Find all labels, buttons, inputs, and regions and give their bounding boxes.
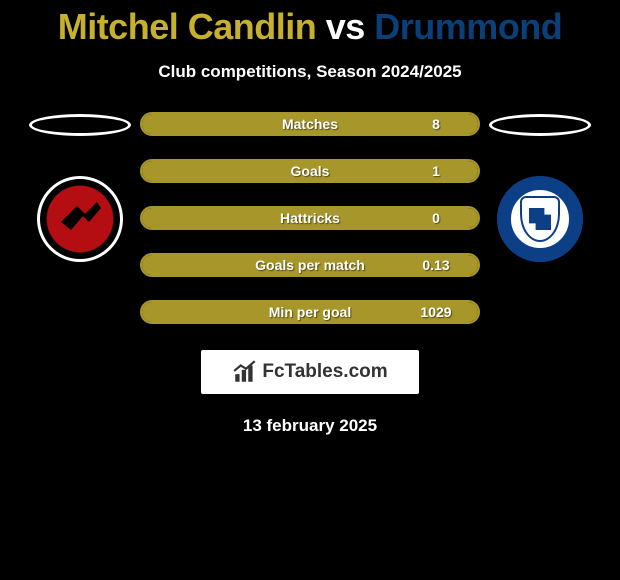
- page-title: Mitchel Candlin vs Drummond: [0, 0, 620, 48]
- stat-bar: Goals1: [140, 159, 480, 183]
- stat-bar: Matches8: [140, 112, 480, 136]
- badge-text: FcTables.com: [262, 361, 387, 383]
- fctables-badge: FcTables.com: [201, 350, 419, 394]
- stat-right-value: 0: [394, 210, 478, 226]
- stat-bar: Hattricks0: [140, 206, 480, 230]
- right-side: [480, 112, 600, 262]
- left-side: [20, 112, 140, 262]
- chesterfield-fc-crest-icon: [497, 176, 583, 262]
- stat-labels: Min per goal1029: [142, 302, 478, 322]
- walsall-fc-crest-icon: [37, 176, 123, 262]
- stat-label: Goals per match: [226, 257, 394, 273]
- title-player1: Mitchel Candlin: [58, 6, 317, 47]
- stats-bars: Matches8Goals1Hattricks0Goals per match0…: [140, 112, 480, 324]
- stat-labels: Goals1: [142, 161, 478, 181]
- title-vs: vs: [326, 6, 365, 47]
- comparison-panel: Matches8Goals1Hattricks0Goals per match0…: [0, 112, 620, 324]
- stat-label: Hattricks: [226, 210, 394, 226]
- chart-icon: [232, 359, 258, 385]
- title-player2: Drummond: [374, 6, 562, 47]
- stat-labels: Hattricks0: [142, 208, 478, 228]
- stat-bar: Min per goal1029: [140, 300, 480, 324]
- date: 13 february 2025: [0, 416, 620, 436]
- stat-right-value: 1: [394, 163, 478, 179]
- subtitle: Club competitions, Season 2024/2025: [0, 62, 620, 82]
- stat-labels: Matches8: [142, 114, 478, 134]
- stat-right-value: 1029: [394, 304, 478, 320]
- stat-right-value: 0.13: [394, 257, 478, 273]
- player1-ellipse-icon: [29, 114, 131, 136]
- stat-label: Goals: [226, 163, 394, 179]
- stat-label: Matches: [226, 116, 394, 132]
- stat-right-value: 8: [394, 116, 478, 132]
- stat-bar: Goals per match0.13: [140, 253, 480, 277]
- stat-label: Min per goal: [226, 304, 394, 320]
- player2-ellipse-icon: [489, 114, 591, 136]
- stat-labels: Goals per match0.13: [142, 255, 478, 275]
